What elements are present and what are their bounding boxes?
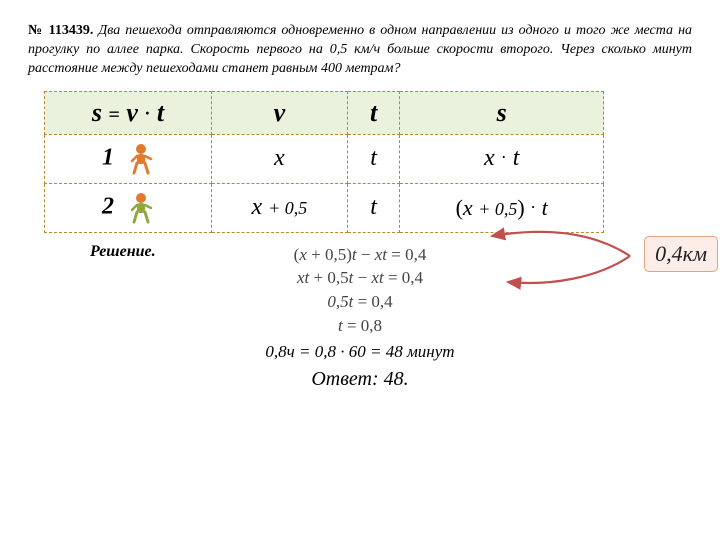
solution-label: Решение. [90, 243, 156, 261]
header-s: s [400, 91, 604, 134]
eq2-d: − [353, 268, 371, 287]
data-table: s = v · t v t s 1 x t x · t 2 [44, 91, 604, 233]
row2-s-x: x [463, 195, 473, 220]
problem-number: № 113439. [28, 23, 93, 38]
header-t: t [347, 91, 400, 134]
row1-s-x: x [484, 145, 495, 171]
eq2-b: + 0,5 [309, 268, 348, 287]
row1-label: 1 [45, 134, 212, 183]
equation-3: 0,5t = 0,4 [0, 290, 720, 314]
eq1-g: = 0,4 [387, 245, 426, 264]
eq2-a: xt [297, 268, 309, 287]
pedestrian-icon [128, 192, 154, 224]
hf-s: s [92, 98, 102, 127]
row2-label: 2 [45, 183, 212, 232]
eq1-f: xt [375, 245, 387, 264]
eq1-b: x [299, 245, 307, 264]
row2-v: x + 0,5 [212, 183, 348, 232]
eq1-e: − [357, 245, 375, 264]
hf-t: t [157, 98, 164, 127]
answer-line: Ответ: 48. [0, 368, 720, 391]
equation-4: t = 0,8 [0, 314, 720, 338]
row2-s-plus: + 0,5 [478, 199, 517, 219]
header-v: v [212, 91, 348, 134]
eq4-b: = 0,8 [343, 316, 382, 335]
hf-eq: = [108, 104, 119, 126]
hf-v: v [126, 98, 138, 127]
problem-statement: № 113439. Два пешехода отправляются одно… [0, 0, 720, 85]
row2-s-t: t [542, 195, 548, 220]
row2-s: (x + 0,5) · t [400, 183, 604, 232]
hf-dot: · [144, 103, 150, 123]
row1-t: t [347, 134, 400, 183]
header-formula: s = v · t [45, 91, 212, 134]
row1-v: x [212, 134, 348, 183]
equation-2: xt + 0,5t − xt = 0,4 [0, 266, 720, 290]
row1-num: 1 [102, 144, 114, 170]
table-row: 2 x + 0,5 t (x + 0,5) · t [45, 183, 604, 232]
row1-s: x · t [400, 134, 604, 183]
distance-badge: 0,4км [644, 236, 718, 272]
table-header-row: s = v · t v t s [45, 91, 604, 134]
pedestrian-icon [128, 143, 154, 175]
eq2-e: xt [371, 268, 383, 287]
conversion-line: 0,8ч = 0,8 · 60 = 48 минут [0, 342, 720, 362]
table-row: 1 x t x · t [45, 134, 604, 183]
problem-body: Два пешехода отправляются одновременно в… [28, 23, 692, 76]
row2-v-x: x [251, 194, 262, 220]
row2-t: t [347, 183, 400, 232]
row1-s-t: t [513, 145, 520, 171]
eq2-f: = 0,4 [384, 268, 423, 287]
row2-num: 2 [102, 193, 114, 219]
row2-v-plus: + 0,5 [268, 198, 307, 218]
eq1-c: + 0,5) [307, 245, 352, 264]
